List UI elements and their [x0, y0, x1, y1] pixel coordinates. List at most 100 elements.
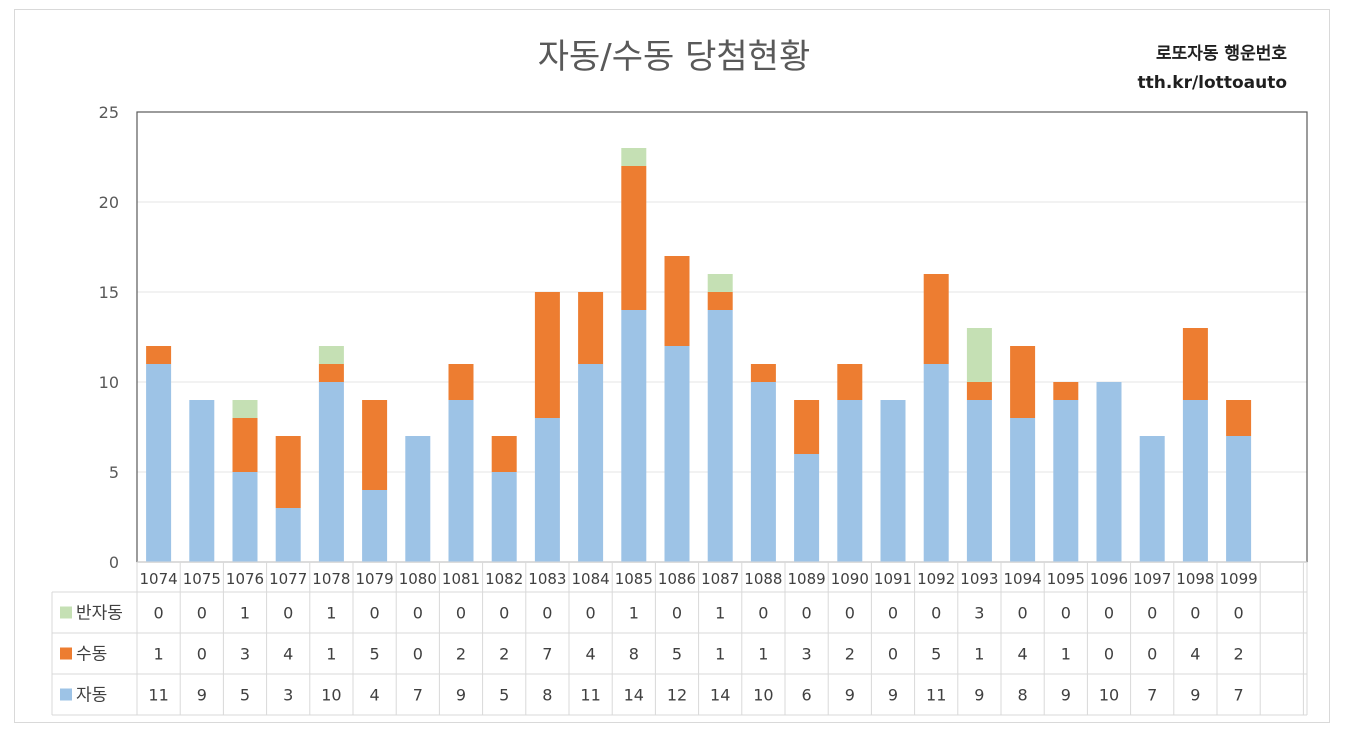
- data-label: 0: [1104, 604, 1114, 623]
- bar-segment: [318, 346, 344, 364]
- bar-segment: [837, 400, 863, 562]
- bar-segment: [491, 436, 517, 472]
- data-label: 0: [413, 604, 423, 623]
- data-label: 0: [197, 645, 207, 664]
- data-label: 11: [148, 686, 168, 705]
- x-tick-label: 1083: [528, 570, 566, 588]
- data-label: 0: [154, 604, 164, 623]
- data-label: 1: [1061, 645, 1071, 664]
- bar-segment: [966, 382, 992, 400]
- y-tick-label: 15: [99, 283, 119, 302]
- data-label: 11: [926, 686, 946, 705]
- bar-segment: [318, 382, 344, 562]
- data-label: 11: [580, 686, 600, 705]
- x-tick-label: 1095: [1047, 570, 1085, 588]
- bar-segment: [578, 364, 604, 562]
- y-axis: 0 5 10 15 20 25: [99, 103, 119, 572]
- bar-segment: [362, 490, 388, 562]
- data-label: 0: [888, 604, 898, 623]
- x-tick-label: 1076: [226, 570, 264, 588]
- x-tick-label: 1075: [183, 570, 221, 588]
- data-label: 0: [845, 604, 855, 623]
- data-label: 1: [240, 604, 250, 623]
- data-label: 0: [1190, 604, 1200, 623]
- data-label: 2: [499, 645, 509, 664]
- data-label: 0: [802, 604, 812, 623]
- data-label: 12: [667, 686, 687, 705]
- legend-label: 반자동: [76, 604, 123, 624]
- data-label: 3: [283, 686, 293, 705]
- data-label: 8: [629, 645, 639, 664]
- bar-segment: [1053, 400, 1079, 562]
- bar-segment: [1010, 346, 1036, 418]
- data-label: 0: [1234, 604, 1244, 623]
- data-label: 0: [672, 604, 682, 623]
- data-label: 5: [499, 686, 509, 705]
- bar-segment: [707, 274, 733, 292]
- bar-segment: [362, 400, 388, 490]
- x-tick-label: 1085: [615, 570, 653, 588]
- bar-segment: [448, 400, 474, 562]
- bar-segment: [232, 418, 258, 472]
- legend-label: 자동: [76, 686, 107, 706]
- bar-segment: [923, 364, 949, 562]
- data-label: 14: [710, 686, 730, 705]
- x-tick-label: 1098: [1176, 570, 1214, 588]
- data-label: 1: [974, 645, 984, 664]
- data-label: 2: [1234, 645, 1244, 664]
- x-tick-label: 1079: [356, 570, 394, 588]
- x-tick-label: 1086: [658, 570, 696, 588]
- bar-segment: [750, 364, 776, 382]
- data-label: 9: [197, 686, 207, 705]
- data-label: 5: [240, 686, 250, 705]
- data-label: 4: [1190, 645, 1200, 664]
- legend-swatch: [60, 688, 72, 701]
- data-label: 0: [931, 604, 941, 623]
- data-label: 5: [370, 645, 380, 664]
- data-label: 4: [283, 645, 293, 664]
- bar-segment: [1226, 436, 1252, 562]
- bar-segment: [794, 454, 820, 562]
- y-tick-label: 25: [99, 103, 119, 122]
- data-label: 10: [321, 686, 341, 705]
- brand-name: 로또자동 행운번호: [1156, 44, 1287, 64]
- legend-swatch: [60, 606, 72, 619]
- x-tick-label: 1084: [572, 570, 610, 588]
- x-tick-label: 1099: [1220, 570, 1258, 588]
- legend-label: 수동: [76, 645, 107, 665]
- data-label: 4: [370, 686, 380, 705]
- data-label: 0: [456, 604, 466, 623]
- y-tick-label: 5: [109, 463, 119, 482]
- bar-segment: [232, 472, 258, 562]
- bar-segment: [621, 310, 647, 562]
- bar-segment: [1053, 382, 1079, 400]
- x-tick-label: 1074: [140, 570, 178, 588]
- data-label: 0: [197, 604, 207, 623]
- x-tick-label: 1090: [831, 570, 869, 588]
- x-tick-label: 1087: [701, 570, 739, 588]
- bar-segment: [966, 400, 992, 562]
- data-label: 9: [888, 686, 898, 705]
- data-label: 0: [413, 645, 423, 664]
- bar-segment: [534, 292, 560, 418]
- data-label: 7: [1147, 686, 1157, 705]
- bar-segment: [1182, 400, 1208, 562]
- bar-segment: [318, 364, 344, 382]
- data-label: 9: [456, 686, 466, 705]
- data-label: 9: [974, 686, 984, 705]
- data-label: 9: [1061, 686, 1071, 705]
- bar-segment: [578, 292, 604, 364]
- bar-segment: [146, 364, 172, 562]
- bar-segment: [966, 328, 992, 382]
- x-tick-label: 1081: [442, 570, 480, 588]
- bar-segment: [837, 364, 863, 400]
- data-label: 0: [1147, 645, 1157, 664]
- data-label: 1: [715, 645, 725, 664]
- data-label: 0: [283, 604, 293, 623]
- bar-segment: [664, 256, 690, 346]
- data-label: 5: [672, 645, 682, 664]
- x-tick-label: 1097: [1133, 570, 1171, 588]
- bar-segment: [448, 364, 474, 400]
- data-label: 9: [845, 686, 855, 705]
